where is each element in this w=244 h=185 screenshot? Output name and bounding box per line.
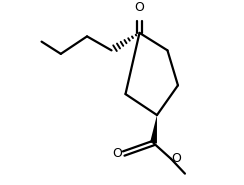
Text: O: O bbox=[134, 1, 144, 14]
Polygon shape bbox=[150, 115, 157, 144]
Text: O: O bbox=[112, 147, 122, 160]
Text: O: O bbox=[171, 152, 181, 165]
